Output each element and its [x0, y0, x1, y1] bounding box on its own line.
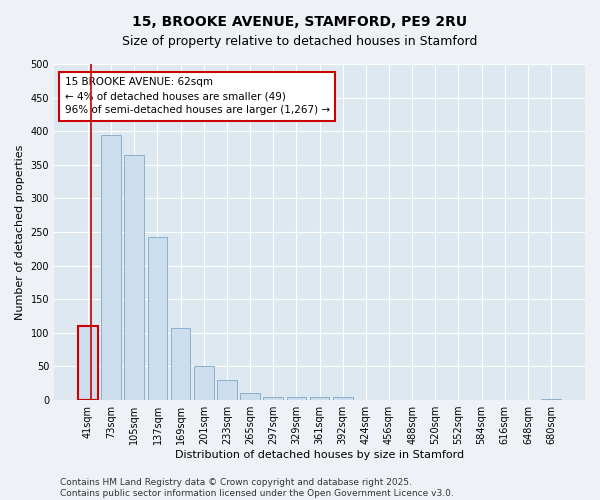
Bar [310, 396, 329, 400]
Bar [148, 236, 167, 400]
Bar [263, 396, 283, 400]
Text: 15 BROOKE AVENUE: 62sqm
← 4% of detached houses are smaller (49)
96% of semi-det: 15 BROOKE AVENUE: 62sqm ← 4% of detached… [65, 78, 330, 116]
Text: Contains HM Land Registry data © Crown copyright and database right 2025.
Contai: Contains HM Land Registry data © Crown c… [60, 478, 454, 498]
Bar [333, 396, 353, 400]
Y-axis label: Number of detached properties: Number of detached properties [15, 144, 25, 320]
Text: 15, BROOKE AVENUE, STAMFORD, PE9 2RU: 15, BROOKE AVENUE, STAMFORD, PE9 2RU [133, 15, 467, 29]
Bar [541, 398, 561, 400]
Bar [194, 366, 214, 400]
X-axis label: Distribution of detached houses by size in Stamford: Distribution of detached houses by size … [175, 450, 464, 460]
Bar [124, 154, 144, 400]
Bar [171, 328, 190, 400]
Bar [78, 326, 98, 400]
Bar [287, 396, 306, 400]
Bar [240, 394, 260, 400]
Bar [217, 380, 237, 400]
Text: Size of property relative to detached houses in Stamford: Size of property relative to detached ho… [122, 35, 478, 48]
Bar [101, 134, 121, 400]
